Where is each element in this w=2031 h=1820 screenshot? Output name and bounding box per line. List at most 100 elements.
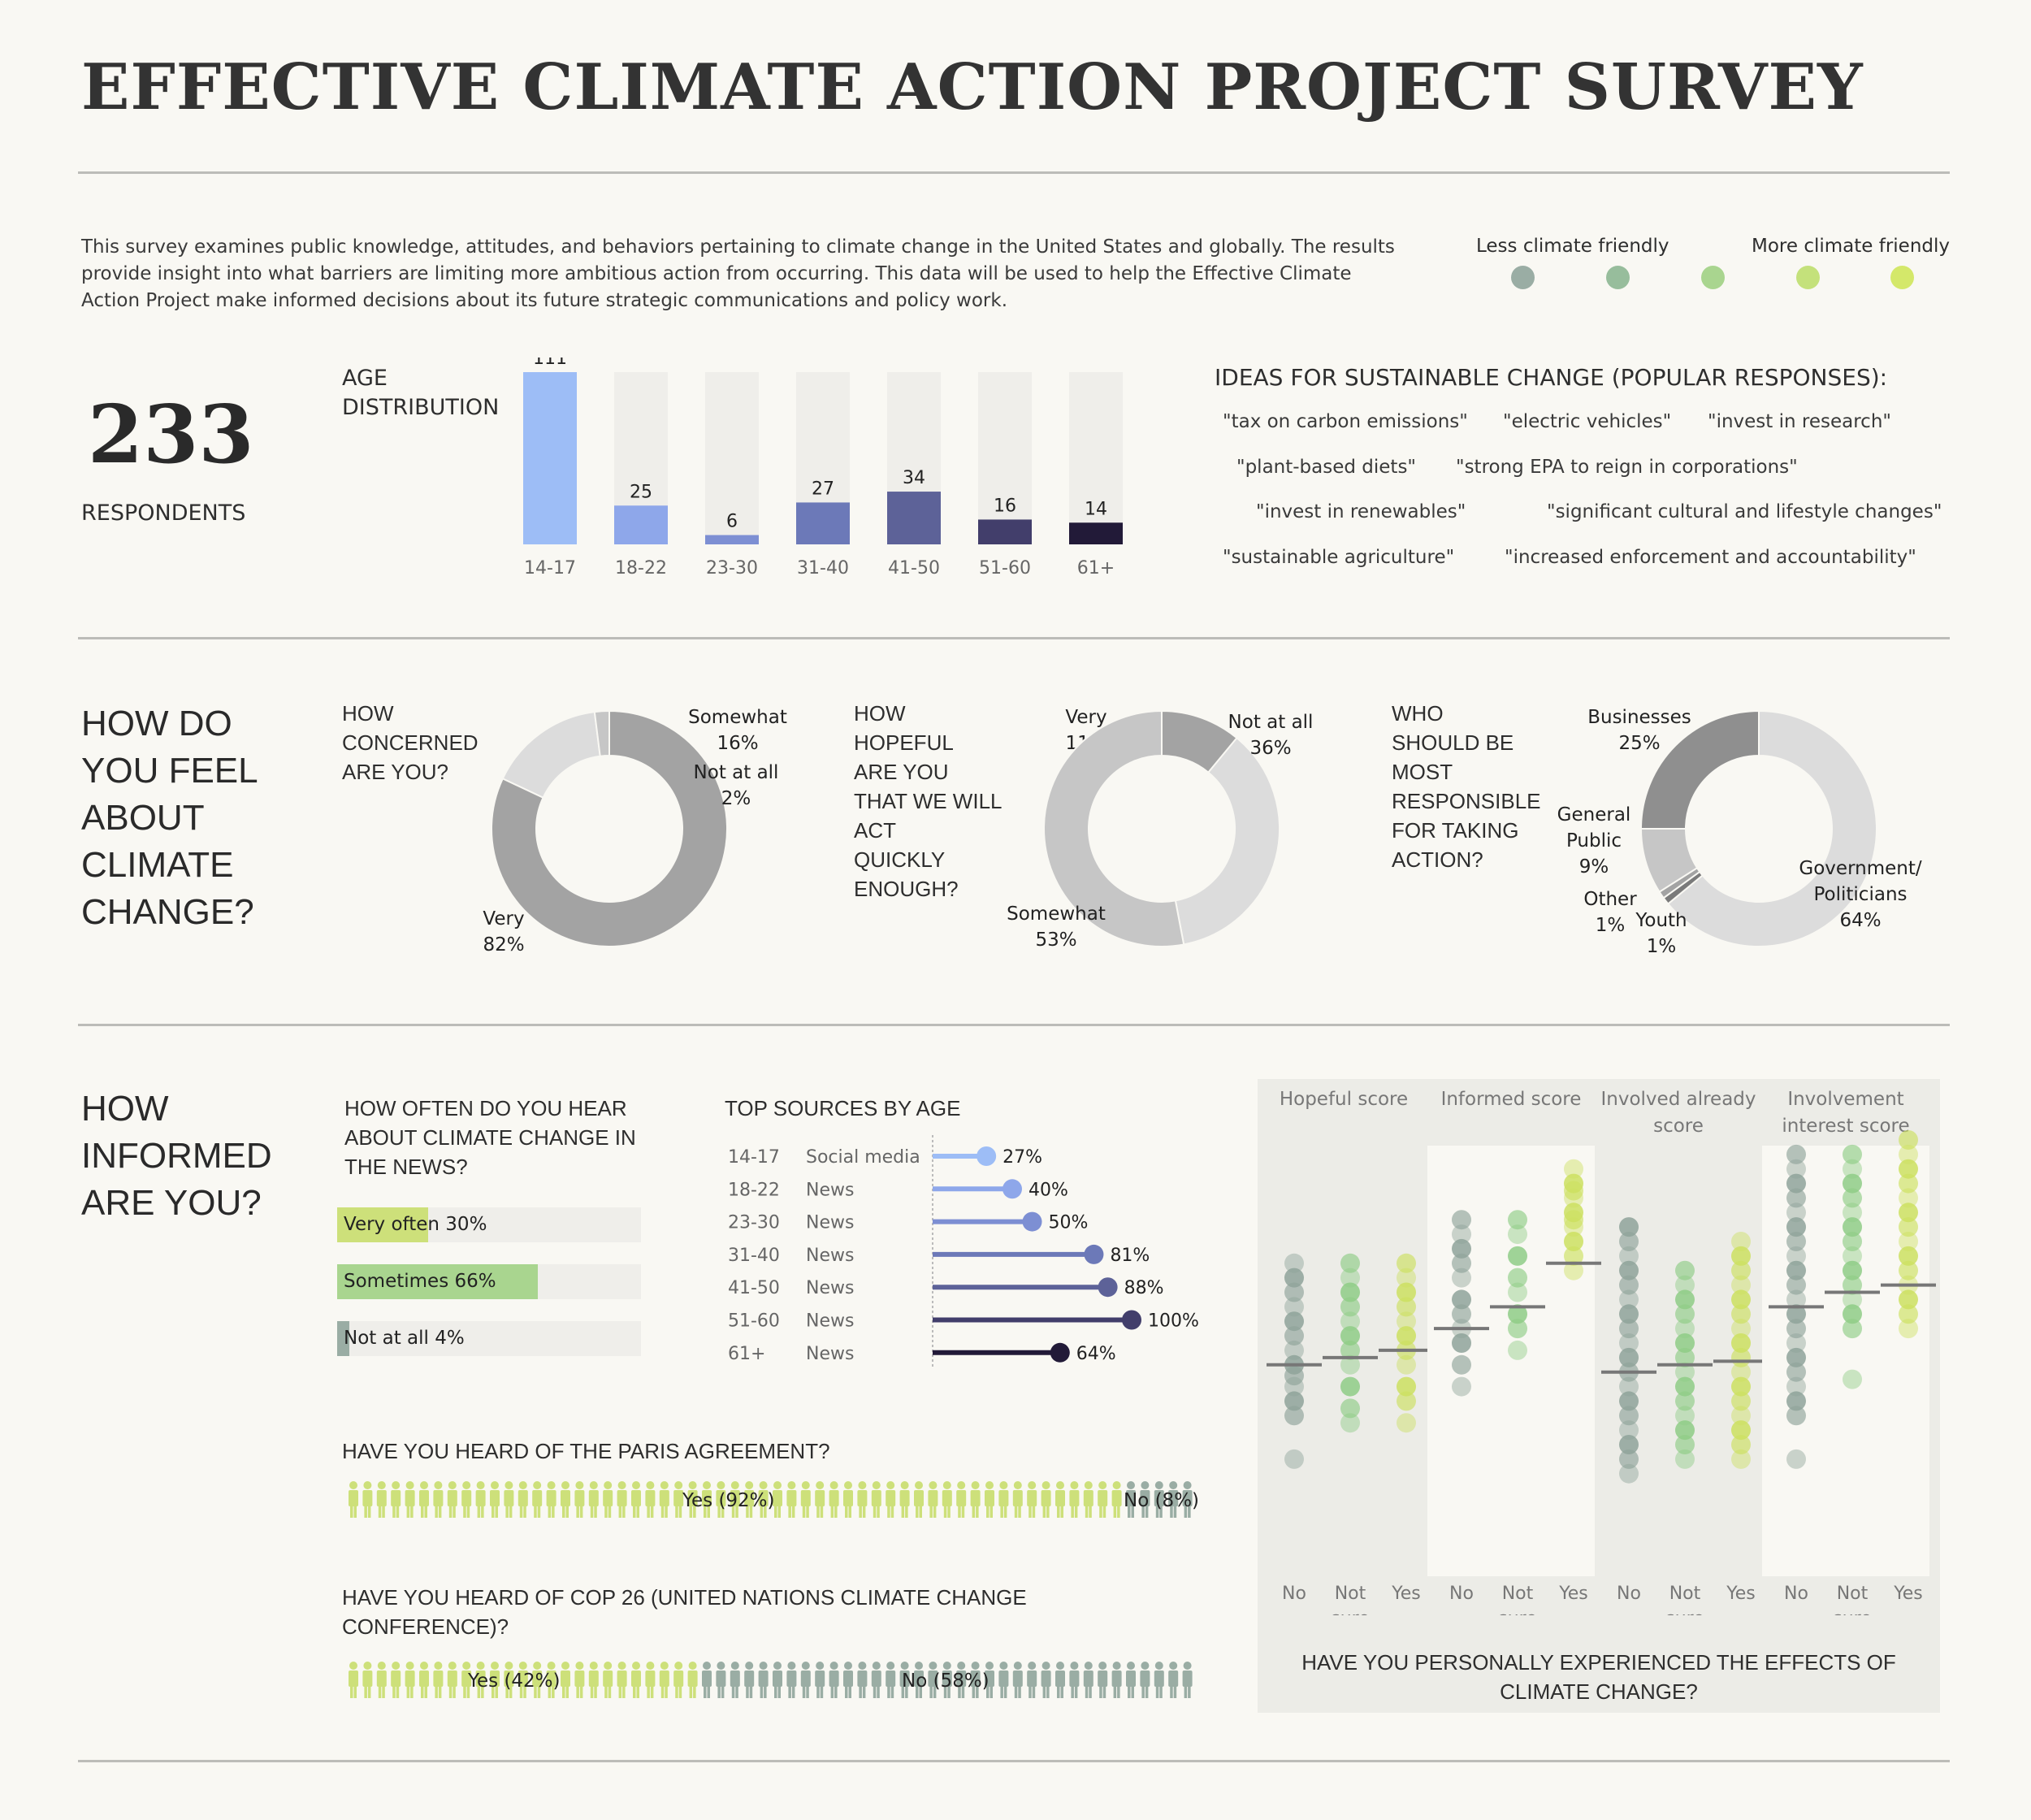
score-point [1731,1246,1751,1266]
person-head [1041,1481,1050,1489]
person-body [1083,1490,1093,1506]
person-head [787,1481,796,1489]
person-body [349,1670,358,1687]
person-leg [406,1685,410,1698]
score-point [1397,1253,1416,1273]
person-body [985,1670,994,1687]
experience-question: HAVE YOU PERSONALLY EXPERIENCED THE EFFE… [1301,1650,1896,1704]
person-head [561,1662,569,1670]
person-icon [1083,1662,1093,1698]
person-body [1098,1490,1108,1506]
score-point [1786,1362,1806,1382]
experience-panel: Hopeful score No Not sure Yes Informed score N… [1258,1079,1940,1713]
score-point [1731,1232,1751,1251]
person-body [391,1490,401,1506]
person-icon [376,1662,387,1698]
person-leg [830,1685,834,1698]
score-point [1284,1268,1304,1288]
person-leg [1173,1505,1177,1518]
person-head [505,1481,513,1489]
person-leg [353,1685,357,1698]
person-leg [816,1505,820,1518]
score-point [1731,1333,1751,1353]
person-body [1126,1490,1136,1506]
person-icon [744,1662,755,1698]
score-point [1619,1232,1639,1251]
person-body [588,1670,599,1687]
person-head [1141,1481,1150,1489]
score-point [1619,1463,1639,1484]
person-icon [603,1662,613,1698]
person-leg [576,1685,579,1698]
page-title: EFFECTIVE CLIMATE ACTION PROJECT SURVEY [81,50,1864,124]
intro-text: This survey examines public knowledge, a… [81,236,1395,311]
person-icon [886,1662,896,1698]
group-label: Not [1335,1584,1366,1604]
person-leg [382,1685,385,1698]
donut-label: 1% [1647,936,1677,957]
person-leg [746,1685,749,1698]
person-head [929,1662,938,1670]
person-body [1168,1490,1179,1506]
person-icon [475,1662,486,1698]
person-leg [961,1685,965,1698]
person-body [843,1490,853,1506]
person-leg [1141,1685,1145,1698]
person-head [476,1662,485,1670]
panel-title: Involved already [1601,1089,1756,1110]
person-body [631,1670,641,1687]
score-point [1508,1319,1527,1339]
person-body [928,1490,938,1506]
person-icon [687,1481,698,1518]
person-icon [405,1481,415,1518]
person-leg [806,1685,809,1698]
person-leg [717,1685,721,1698]
person-body [1182,1670,1193,1687]
score-point [1843,1275,1862,1295]
score-point [1452,1289,1471,1310]
person-icon [1012,1481,1023,1518]
person-leg [901,1505,905,1518]
person-leg [537,1685,541,1698]
person-head [660,1662,669,1670]
person-icon [815,1662,825,1698]
score-point [1786,1347,1806,1367]
donut-label: 9% [1579,856,1609,878]
age-bar [705,535,759,544]
person-head [999,1481,1008,1489]
person-head [773,1481,782,1489]
person-leg [367,1685,371,1698]
person-leg [693,1505,696,1518]
person-icon [362,1481,373,1518]
person-icon [631,1481,641,1518]
person-body [829,1490,839,1506]
donut-label: Somewhat [688,707,787,728]
person-leg [1184,1685,1188,1698]
source-name-label: News [806,1180,854,1200]
person-head [957,1662,966,1670]
idea-item: "significant cultural and lifestyle chan… [1547,501,1942,522]
person-icon [419,1481,429,1518]
person-leg [764,1685,767,1698]
score-point [1843,1304,1862,1324]
person-head [942,1481,951,1489]
person-leg [424,1685,427,1698]
person-body [561,1670,570,1687]
person-leg [848,1685,851,1698]
score-point [1786,1449,1806,1469]
person-leg [845,1685,848,1698]
score-point [1731,1435,1751,1454]
source-value-label: 50% [1049,1213,1089,1233]
person-icon [1182,1662,1193,1698]
score-point [1397,1376,1416,1397]
group-label: No [1784,1584,1808,1604]
person-leg [523,1505,526,1518]
news-bar-label: Not at all 4% [344,1328,465,1349]
person-head [900,1662,909,1670]
person-leg [689,1685,693,1698]
person-body [673,1670,684,1687]
person-leg [424,1505,427,1518]
person-head [547,1481,556,1489]
person-leg [1089,1505,1092,1518]
news-bar: Very often 30% [337,1207,641,1242]
